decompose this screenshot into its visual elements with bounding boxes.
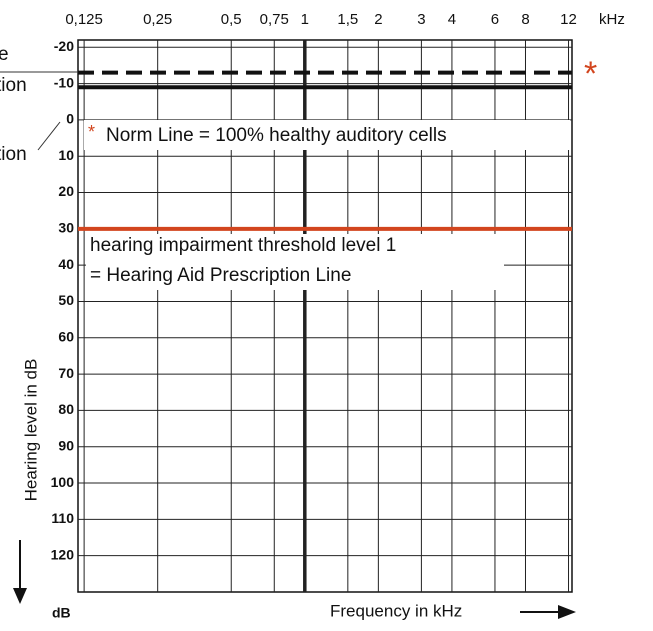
cut-label: tion [0, 144, 27, 165]
x-tick-label: 1,5 [337, 11, 358, 28]
cut-label: e [0, 44, 9, 65]
star: * [584, 55, 597, 93]
y-axis-label: Hearing level in dB [21, 359, 40, 502]
norm-star: * [88, 122, 95, 142]
y-tick-label: -10 [54, 74, 74, 90]
y-tick-label: 100 [51, 474, 75, 490]
y-tick-label: 50 [58, 292, 74, 308]
norm-label: Norm Line = 100% healthy auditory cells [106, 125, 447, 146]
x-tick-label: 1 [301, 11, 309, 28]
x-tick-label: 0,5 [221, 11, 242, 28]
x-axis-label: Frequency in kHz [330, 601, 462, 620]
label-bg [84, 120, 570, 150]
x-tick-label: 12 [560, 11, 577, 28]
y-tick-label: 120 [51, 546, 75, 562]
x-tick-label: 2 [374, 11, 382, 28]
y-tick-label: 80 [58, 401, 74, 417]
x-tick-label: 4 [448, 11, 456, 28]
x-tick-label: 0,75 [260, 11, 289, 28]
label-bg [86, 234, 504, 290]
x-unit: kHz [599, 11, 625, 28]
y-tick-label: 40 [58, 256, 74, 272]
threshold-label: hearing impairment threshold level 1 [90, 235, 396, 256]
y-unit: dB [52, 605, 71, 621]
leader-line [37, 121, 61, 151]
y-tick-label: 10 [58, 147, 74, 163]
y-tick-label: 70 [58, 365, 74, 381]
cut-label: tion [0, 75, 27, 96]
y-tick-label: 20 [58, 183, 74, 199]
x-tick-label: 3 [417, 11, 425, 28]
arrow-head [13, 588, 27, 604]
x-tick-label: 0,25 [143, 11, 172, 28]
y-tick-label: 110 [51, 510, 74, 526]
y-tick-label: 60 [58, 328, 74, 344]
y-tick-label: 30 [58, 220, 74, 236]
x-tick-label: 0,125 [65, 11, 103, 28]
y-tick-label: -20 [54, 38, 74, 54]
threshold-label: = Hearing Aid Prescription Line [90, 265, 351, 286]
arrow-head [558, 605, 576, 619]
x-tick-label: 8 [521, 11, 529, 28]
y-tick-label: 90 [58, 437, 74, 453]
y-tick-label: 0 [66, 111, 74, 127]
x-tick-label: 6 [491, 11, 499, 28]
